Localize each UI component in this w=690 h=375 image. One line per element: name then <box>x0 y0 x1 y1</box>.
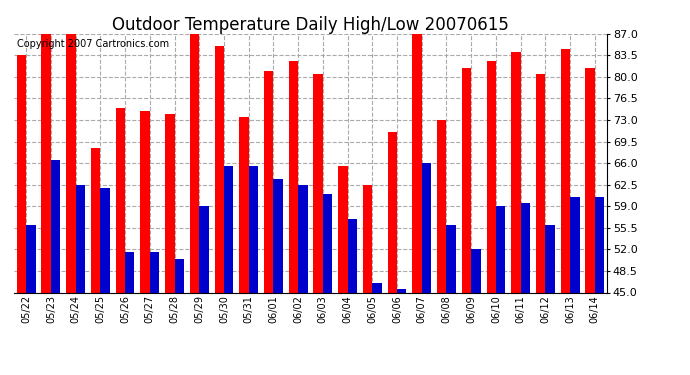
Bar <box>215 46 224 292</box>
Bar <box>17 56 26 292</box>
Bar <box>446 225 456 292</box>
Bar <box>397 290 406 292</box>
Bar <box>561 49 570 292</box>
Bar <box>471 249 481 292</box>
Bar <box>323 194 333 292</box>
Bar <box>363 185 373 292</box>
Bar <box>199 206 208 292</box>
Bar <box>51 160 60 292</box>
Bar <box>545 225 555 292</box>
Bar <box>264 71 273 292</box>
Bar <box>175 259 184 292</box>
Bar <box>248 166 258 292</box>
Bar <box>486 62 496 292</box>
Bar <box>511 52 521 292</box>
Bar <box>298 185 308 292</box>
Bar <box>570 197 580 292</box>
Bar <box>224 166 233 292</box>
Bar <box>116 108 125 292</box>
Bar <box>536 74 545 292</box>
Bar <box>462 68 471 292</box>
Bar <box>165 114 175 292</box>
Bar <box>313 74 323 292</box>
Bar <box>125 252 135 292</box>
Bar <box>100 188 110 292</box>
Bar <box>585 68 595 292</box>
Bar <box>26 225 36 292</box>
Bar <box>413 31 422 292</box>
Bar <box>595 197 604 292</box>
Bar <box>190 34 199 292</box>
Bar <box>41 34 51 292</box>
Bar <box>521 203 530 292</box>
Bar <box>140 111 150 292</box>
Bar <box>422 163 431 292</box>
Bar <box>338 166 348 292</box>
Bar <box>373 283 382 292</box>
Bar <box>496 206 505 292</box>
Bar <box>388 132 397 292</box>
Bar <box>239 117 248 292</box>
Bar <box>288 62 298 292</box>
Bar <box>348 219 357 292</box>
Bar <box>91 148 100 292</box>
Title: Outdoor Temperature Daily High/Low 20070615: Outdoor Temperature Daily High/Low 20070… <box>112 16 509 34</box>
Bar <box>76 185 85 292</box>
Bar <box>66 34 76 292</box>
Bar <box>437 120 446 292</box>
Bar <box>150 252 159 292</box>
Text: Copyright 2007 Cartronics.com: Copyright 2007 Cartronics.com <box>17 39 169 49</box>
Bar <box>273 178 283 292</box>
